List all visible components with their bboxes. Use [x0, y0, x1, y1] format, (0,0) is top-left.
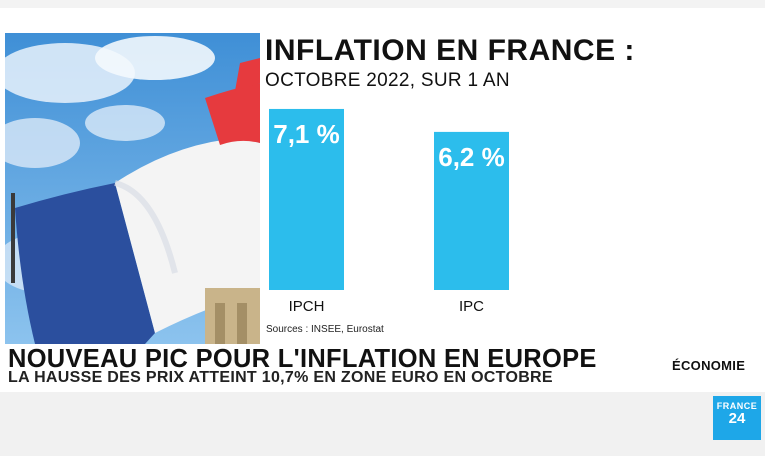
bar-ipch — [269, 108, 344, 290]
headline: NOUVEAU PIC POUR L'INFLATION EN EUROPE — [8, 343, 597, 373]
chart-subtitle: OCTOBRE 2022, SUR 1 AN — [265, 70, 510, 91]
ticker-strip — [0, 392, 765, 456]
bar-value-label: 7,1 % — [273, 119, 340, 149]
chart-source: Sources : INSEE, Eurostat — [266, 324, 384, 335]
chart-title: INFLATION EN FRANCE : — [265, 34, 635, 67]
france24-logo: FRANCE 24 — [713, 396, 761, 440]
bar-ipc — [434, 131, 509, 290]
bar-chart: 7,1 % IPCH 6,2 % IPC — [269, 108, 509, 315]
french-flag-photo — [5, 33, 260, 344]
category-label: ÉCONOMIE — [672, 358, 746, 373]
subheadline: LA HAUSSE DES PRIX ATTEINT 10,7% EN ZONE… — [8, 369, 553, 386]
bar-value-label: 6,2 % — [438, 142, 505, 172]
flag-image — [5, 33, 260, 344]
category-tick-label: IPCH — [289, 298, 325, 315]
logo-number: 24 — [728, 410, 746, 427]
category-tick-label: IPC — [459, 298, 484, 315]
logo-top-text: FRANCE — [716, 401, 758, 411]
